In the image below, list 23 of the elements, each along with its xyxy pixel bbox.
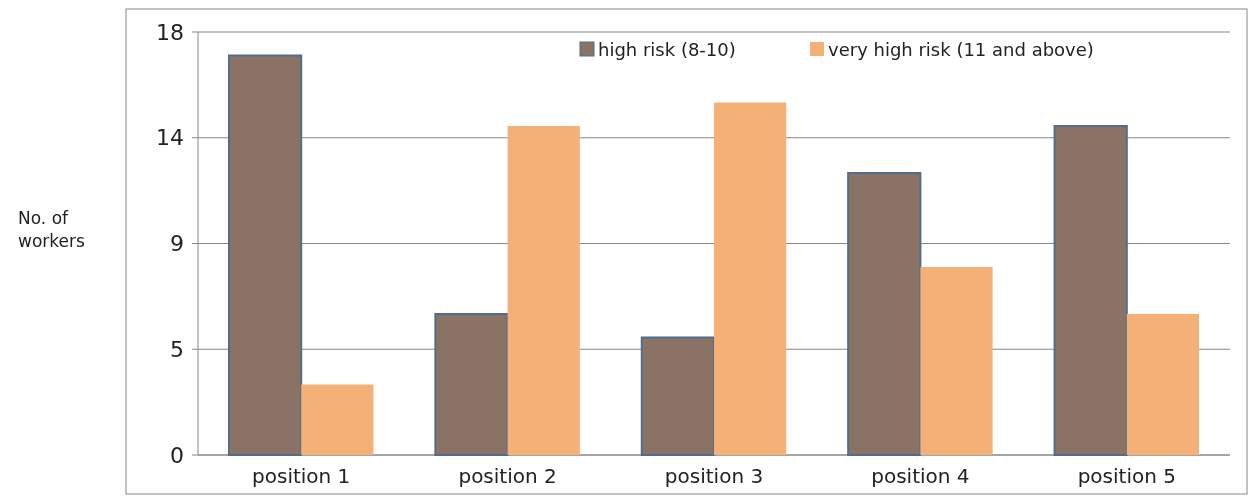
y-tick-label: 0 — [170, 442, 184, 468]
legend-label: high risk (8-10) — [598, 39, 736, 61]
legend-label: very high risk (11 and above) — [828, 39, 1094, 61]
bar — [507, 126, 580, 455]
bar — [1126, 314, 1200, 455]
x-tick-label: position 2 — [458, 464, 557, 488]
x-tick-label: position 5 — [1077, 464, 1176, 488]
bar — [920, 267, 993, 455]
y-tick-label: 9 — [170, 231, 184, 257]
y-tick-label: 18 — [156, 19, 184, 45]
bar — [1053, 125, 1128, 456]
x-tick-label: position 3 — [664, 464, 764, 488]
bar — [640, 336, 715, 456]
y-tick-label: 14 — [156, 125, 184, 151]
y-tick-label: 5 — [170, 336, 184, 362]
bar — [227, 54, 303, 456]
y-axis-title: No. of workers — [18, 207, 85, 252]
bar — [301, 384, 374, 455]
bar — [847, 172, 922, 456]
bar — [714, 102, 787, 455]
x-tick-label: position 4 — [871, 464, 970, 488]
bar — [434, 313, 509, 456]
x-tick-label: position 1 — [252, 464, 351, 488]
